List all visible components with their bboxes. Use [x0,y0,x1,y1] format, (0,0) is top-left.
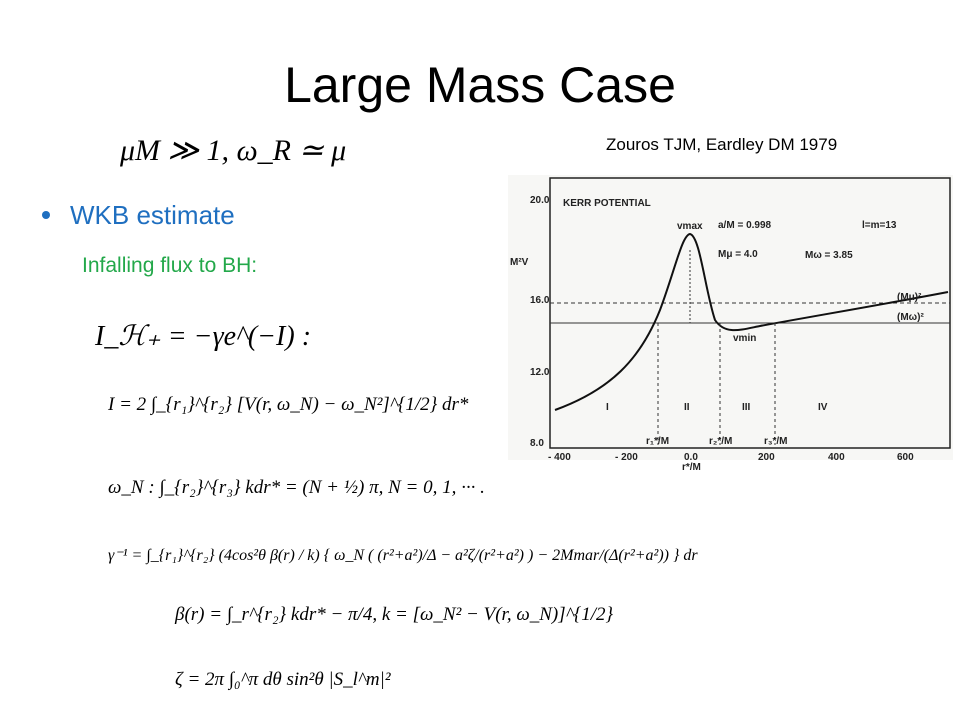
figure: KERR POTENTIAL a/M = 0.998 l=m=13 Mμ = 4… [508,175,953,473]
equation: ζ = 2π ∫₀^π dθ sin²θ |S_l^m|² [175,669,391,691]
peak-label: vmax [677,221,703,232]
param: a/M = 0.998 [718,220,772,231]
plot-frame [549,177,951,449]
equation: ω_N : ∫_{r₂}^{r₃} kdr* = (N + ½) π, N = … [108,477,485,499]
figure-heading: KERR POTENTIAL [563,198,651,209]
trough-label: vmin [733,333,756,344]
y-tick: 8.0 [530,438,544,449]
param: Mω = 3.85 [805,250,853,261]
param: l=m=13 [862,220,897,231]
potential-curve [554,232,949,411]
bullet: WKB estimate [70,200,235,230]
x-tick: - 200 [615,452,638,463]
title: Large Mass Case [284,57,676,113]
equation: I = 2 ∫_{r₁}^{r₂} [V(r, ω_N) − ω_N²]^{1/… [107,394,469,416]
x-tick: 400 [828,452,845,463]
x-label: r*/M [682,462,701,473]
equation: I_ℋ₊ = −γe^(−I) : [94,321,311,352]
y-tick: 20.0 [530,195,550,206]
turning-point: r₃*/M [764,436,788,447]
equation: β(r) = ∫_r^{r₂} kdr* − π/4, k = [ω_N² − … [174,604,614,626]
turning-point: r₁*/M [646,436,669,447]
turning-point: r₂*/M [709,436,732,447]
equation: γ⁻¹ = ∫_{r₁}^{r₂} (4cos²θ β(r) / k) { ω_… [108,547,698,565]
y-tick: 12.0 [530,367,550,378]
region: IV [818,402,828,413]
region: III [742,402,751,413]
condition: μM ≫ 1, ω_R ≃ μ [119,134,346,167]
x-tick: 0.0 [684,452,698,463]
sub-bullet: Infalling flux to BH: [82,254,257,277]
region: II [684,402,690,413]
region: I [606,402,609,413]
param: Mμ = 4.0 [718,249,758,260]
citation: Zouros TJM, Eardley DM 1979 [606,135,837,154]
level-label: (Mμ)² [897,292,922,303]
y-tick: 16.0 [530,295,550,306]
y-label: M²V [510,257,529,268]
x-tick: 200 [758,452,775,463]
x-tick: - 400 [548,452,571,463]
level-label: (Mω)² [897,312,924,323]
bullet-dot [42,211,50,219]
x-tick: 600 [897,452,914,463]
figure-bg [508,175,953,460]
